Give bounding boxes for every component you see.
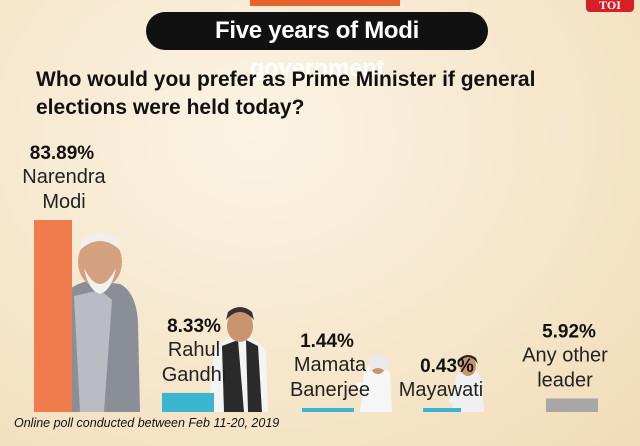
- page-title: Five years of Modi government: [146, 12, 488, 82]
- category-label-3-0: Mayawati: [399, 379, 483, 401]
- category-label-4-1: leader: [537, 369, 593, 391]
- bar-4: [546, 398, 598, 412]
- bar-0: [34, 220, 72, 412]
- footnote: Online poll conducted between Feb 11-20,…: [14, 416, 280, 430]
- mamata-portrait: [356, 354, 392, 412]
- value-label-1: 8.33%: [167, 316, 221, 337]
- category-label-0-1: Modi: [42, 191, 85, 213]
- category-label-2-0: Mamata: [294, 354, 367, 376]
- poll-question: Who would you prefer as Prime Minister i…: [36, 68, 536, 119]
- rahul-portrait: [208, 307, 268, 412]
- value-label-2: 1.44%: [300, 331, 354, 352]
- value-label-4: 5.92%: [542, 321, 596, 342]
- bar-2: [302, 408, 354, 412]
- toi-logo: TOI: [586, 0, 634, 12]
- category-label-4-0: Any other: [522, 344, 608, 366]
- mayawati-portrait: [448, 355, 484, 412]
- category-label-0-0: Narendra: [22, 166, 106, 188]
- category-label-1-0: Rahul: [168, 339, 220, 361]
- category-label-1-1: Gandhi: [162, 364, 227, 386]
- top-accent-strip: [250, 0, 400, 6]
- bar-3: [423, 408, 461, 412]
- value-label-0: 83.89%: [30, 143, 95, 164]
- bar-1: [162, 392, 214, 412]
- value-label-3: 0.43%: [420, 356, 474, 377]
- category-label-2-1: Banerjee: [290, 379, 370, 401]
